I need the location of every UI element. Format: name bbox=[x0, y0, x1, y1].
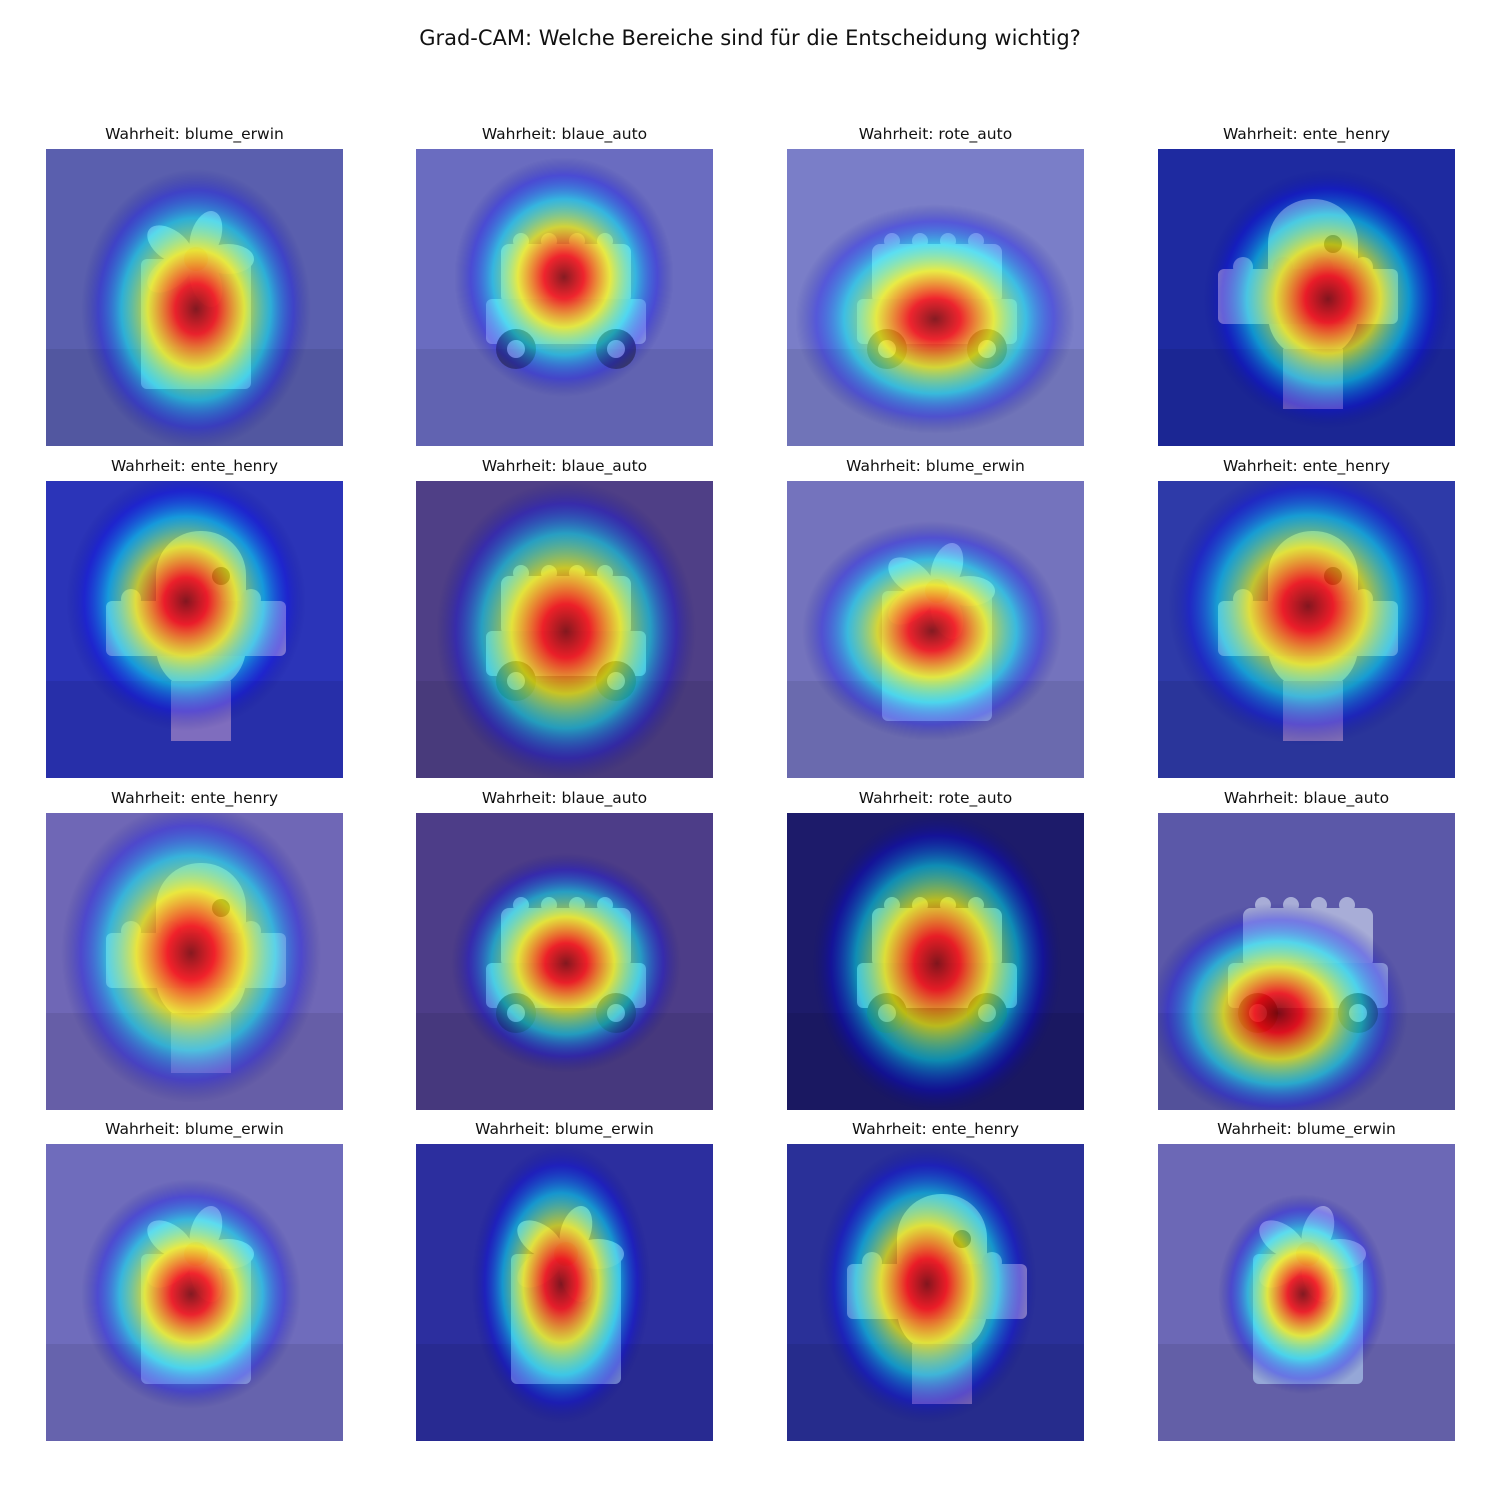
panel-caption: Wahrheit: blaue_auto bbox=[481, 125, 648, 143]
gradcam-overlay-image bbox=[46, 481, 343, 778]
gradcam-panel: Wahrheit: ente_henry bbox=[46, 789, 343, 1110]
gradcam-overlay-image bbox=[46, 149, 343, 446]
gradcam-panel: Wahrheit: rote_auto bbox=[787, 125, 1084, 446]
gradcam-overlay-image bbox=[1158, 813, 1455, 1110]
gradcam-overlay-image bbox=[46, 1144, 343, 1441]
gradcam-panel: Wahrheit: blume_erwin bbox=[46, 1120, 343, 1441]
gradcam-heat-blob bbox=[1158, 903, 1408, 1110]
panel-caption: Wahrheit: ente_henry bbox=[1222, 457, 1391, 475]
gradcam-heat-blob bbox=[1218, 1194, 1388, 1394]
gradcam-overlay-image bbox=[787, 149, 1084, 446]
gradcam-panel: Wahrheit: blume_erwin bbox=[416, 1120, 713, 1441]
heatmap-svg bbox=[46, 169, 343, 446]
gradcam-panel: Wahrheit: blaue_auto bbox=[1158, 789, 1455, 1110]
gradcam-heat-blob bbox=[1203, 169, 1453, 429]
panel-caption: Wahrheit: blaue_auto bbox=[481, 457, 648, 475]
gradcam-panel: Wahrheit: ente_henry bbox=[1158, 457, 1455, 778]
gradcam-heat-blob bbox=[81, 169, 311, 446]
heatmap-svg bbox=[1158, 1194, 1455, 1441]
panel-caption: Wahrheit: ente_henry bbox=[1222, 125, 1391, 143]
gradcam-heat-blob bbox=[817, 1144, 1037, 1424]
gradcam-overlay-image bbox=[1158, 149, 1455, 446]
panel-caption: Wahrheit: ente_henry bbox=[851, 1120, 1020, 1138]
heatmap-svg bbox=[787, 813, 1084, 1110]
gradcam-overlay-image bbox=[416, 813, 713, 1110]
panel-caption: Wahrheit: blume_erwin bbox=[105, 125, 284, 143]
heatmap-svg bbox=[416, 157, 713, 446]
gradcam-panel: Wahrheit: blume_erwin bbox=[46, 125, 343, 446]
heatmap-svg bbox=[1158, 897, 1455, 1110]
heatmap-svg bbox=[787, 204, 1084, 446]
panel-caption: Wahrheit: ente_henry bbox=[110, 789, 279, 807]
gradcam-overlay-image bbox=[787, 813, 1084, 1110]
gradcam-heat-blob bbox=[436, 481, 696, 778]
panel-caption: Wahrheit: blaue_auto bbox=[481, 789, 648, 807]
gradcam-overlay-image bbox=[416, 149, 713, 446]
panel-caption: Wahrheit: blume_erwin bbox=[475, 1120, 654, 1138]
gradcam-panel: Wahrheit: blume_erwin bbox=[787, 457, 1084, 778]
gradcam-overlay-image bbox=[46, 813, 343, 1110]
heatmap-svg bbox=[416, 481, 713, 778]
heatmap-svg bbox=[787, 1144, 1084, 1441]
panel-caption: Wahrheit: blaue_auto bbox=[1223, 789, 1390, 807]
gradcam-panel: Wahrheit: blaue_auto bbox=[416, 125, 713, 446]
gradcam-heat-blob bbox=[802, 521, 1062, 741]
gradcam-overlay-image bbox=[787, 1144, 1084, 1441]
gradcam-panel: Wahrheit: blaue_auto bbox=[416, 789, 713, 1110]
panel-caption: Wahrheit: blume_erwin bbox=[846, 457, 1025, 475]
gradcam-heat-blob bbox=[61, 813, 321, 1103]
gradcam-overlay-image bbox=[416, 1144, 713, 1441]
gradcam-heat-blob bbox=[81, 1179, 301, 1409]
gradcam-panel: Wahrheit: ente_henry bbox=[46, 457, 343, 778]
gradcam-panel: Wahrheit: ente_henry bbox=[787, 1120, 1084, 1441]
heatmap-svg bbox=[1158, 481, 1455, 778]
panel-caption: Wahrheit: blume_erwin bbox=[1217, 1120, 1396, 1138]
figure-title: Grad-CAM: Welche Bereiche sind für die E… bbox=[419, 26, 1081, 50]
heatmap-svg bbox=[46, 481, 343, 778]
gradcam-heat-blob bbox=[451, 853, 681, 1073]
heatmap-svg bbox=[46, 813, 343, 1110]
gradcam-heat-blob bbox=[795, 204, 1075, 434]
gradcam-overlay-image bbox=[787, 481, 1084, 778]
heatmap-svg bbox=[46, 1179, 343, 1441]
gradcam-panel: Wahrheit: ente_henry bbox=[1158, 125, 1455, 446]
gradcam-overlay-image bbox=[416, 481, 713, 778]
panel-caption: Wahrheit: blume_erwin bbox=[105, 1120, 284, 1138]
gradcam-heat-blob bbox=[471, 1144, 651, 1424]
gradcam-heat-blob bbox=[1168, 481, 1448, 746]
gradcam-overlay-image bbox=[1158, 481, 1455, 778]
gradcam-overlay-image bbox=[1158, 1144, 1455, 1441]
gradcam-panel: Wahrheit: blume_erwin bbox=[1158, 1120, 1455, 1441]
heatmap-svg bbox=[416, 1144, 713, 1441]
heatmap-svg bbox=[787, 521, 1084, 778]
gradcam-heat-blob bbox=[66, 481, 306, 731]
gradcam-panel: Wahrheit: blaue_auto bbox=[416, 457, 713, 778]
panel-caption: Wahrheit: ente_henry bbox=[110, 457, 279, 475]
gradcam-heat-blob bbox=[454, 157, 674, 397]
panel-caption: Wahrheit: rote_auto bbox=[858, 789, 1013, 807]
heatmap-svg bbox=[1158, 169, 1455, 446]
heatmap-svg bbox=[416, 853, 713, 1110]
gradcam-panel: Wahrheit: rote_auto bbox=[787, 789, 1084, 1110]
panel-caption: Wahrheit: rote_auto bbox=[858, 125, 1013, 143]
gradcam-heat-blob bbox=[812, 813, 1062, 1110]
